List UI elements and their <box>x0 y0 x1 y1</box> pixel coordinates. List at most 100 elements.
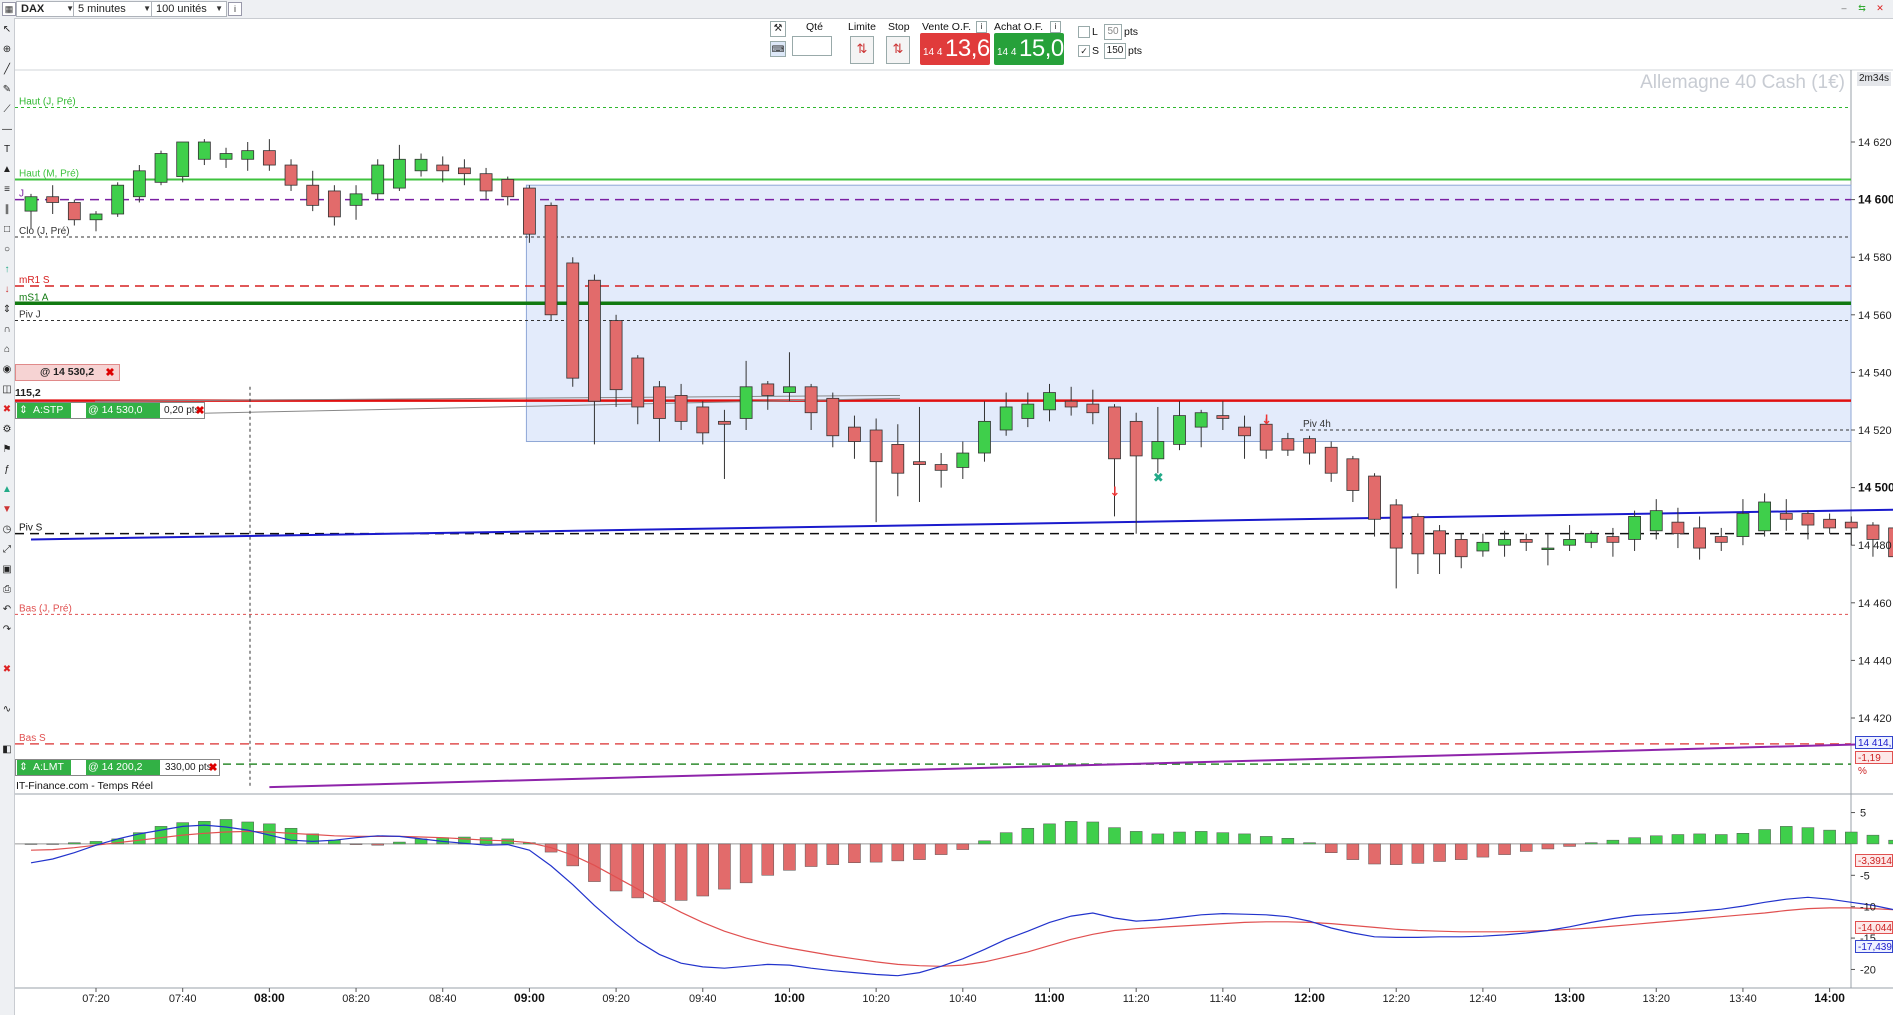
candle <box>327 185 341 226</box>
layers-icon[interactable]: ◫ <box>2 384 12 395</box>
candle <box>1649 499 1663 540</box>
line-tool-icon[interactable]: ╱ <box>3 64 11 75</box>
sell-button[interactable]: 14 4 13,6 <box>920 33 990 65</box>
arrow-down-icon[interactable]: ↓ <box>4 284 10 295</box>
candle <box>891 424 905 497</box>
text-tool-icon[interactable]: T <box>3 144 11 155</box>
candle <box>1563 525 1576 551</box>
macd-hist-bar <box>1194 831 1208 845</box>
grid-icon[interactable]: ▦ <box>2 2 16 16</box>
settings-icon[interactable]: ⚙ <box>2 424 12 435</box>
template-icon[interactable]: ◧ <box>2 744 12 755</box>
candle-body <box>1844 521 1858 529</box>
info-icon[interactable]: i <box>976 21 987 33</box>
candle-body <box>631 357 645 408</box>
eye-icon[interactable]: ◉ <box>2 364 12 375</box>
undo-icon[interactable]: ↶ <box>2 604 12 615</box>
clock-icon[interactable]: ◷ <box>2 524 12 535</box>
macd-hist-bar <box>1519 843 1533 852</box>
limit-order-button[interactable]: ⇅ <box>850 36 874 64</box>
limit-checkbox[interactable] <box>1078 26 1090 38</box>
candle <box>544 202 558 321</box>
delete-drawing-icon[interactable]: ✖ <box>2 404 12 415</box>
instrument-select[interactable]: DAX ▼ <box>16 1 78 17</box>
qty-input[interactable] <box>792 36 832 56</box>
buy-icon[interactable]: ▲ <box>2 484 12 495</box>
cursor-icon[interactable]: ↖ <box>2 24 12 35</box>
measure-tool-icon[interactable]: ⇕ <box>2 304 12 315</box>
macd-line-badge: -17,439 <box>1855 940 1893 953</box>
close-icon[interactable]: ✖ <box>208 762 218 774</box>
candle-body <box>1303 438 1316 454</box>
zoom-icon[interactable]: ⊕ <box>2 44 12 55</box>
macd-hist-bar <box>1324 843 1338 853</box>
channel-tool-icon[interactable]: ∥ <box>4 204 10 215</box>
close-icon[interactable]: ✖ <box>195 405 205 417</box>
magnet-icon[interactable]: ∩ <box>3 324 11 335</box>
drag-handle-icon[interactable]: ⇕ <box>19 761 28 773</box>
candle-body <box>588 279 601 402</box>
stop-checkbox[interactable]: ✓ <box>1078 45 1090 57</box>
candle <box>1476 533 1490 557</box>
macd-hist-bar <box>978 840 991 845</box>
fx-icon[interactable]: ƒ <box>4 464 10 475</box>
wrench-icon[interactable]: ⚒ <box>770 21 786 37</box>
rect-tool-icon[interactable]: □ <box>3 224 11 235</box>
candle-body <box>1476 541 1490 552</box>
chevron-down-icon: ▼ <box>66 4 74 13</box>
units-select[interactable]: 100 unités ▼ <box>151 1 227 17</box>
lock-icon[interactable]: ⌂ <box>3 344 11 355</box>
units-select-value: 100 unités <box>156 3 207 15</box>
brush-icon[interactable]: ▲ <box>2 164 12 175</box>
minimize-icon[interactable]: – <box>1841 3 1847 13</box>
hline-tool-icon[interactable]: ― <box>2 124 12 135</box>
stop-order-button[interactable]: ⇅ <box>886 36 910 64</box>
arrow-up-icon[interactable]: ↑ <box>4 264 10 275</box>
time-tick-label: 11:00 <box>1034 991 1064 1005</box>
limit-pts-input[interactable]: 50 <box>1104 24 1122 40</box>
print-icon[interactable]: ⎙ <box>3 584 11 595</box>
ray-tool-icon[interactable]: ⟋ <box>3 104 11 115</box>
screenshot-icon[interactable]: ▣ <box>2 564 12 575</box>
limit-order-tag[interactable]: A:LMT ⇕ @ 14 200,2 330,00 pts ✖ <box>15 759 220 776</box>
sell-icon[interactable]: ▼ <box>2 504 12 515</box>
fib-tool-icon[interactable]: ≡ <box>4 184 10 195</box>
close-icon[interactable]: ✕ <box>1876 3 1884 13</box>
candle-body <box>1433 530 1446 555</box>
candle <box>1129 412 1143 534</box>
stop-loss-tag[interactable]: @ 14 530,2 ✖ <box>15 364 120 381</box>
link-icon[interactable]: ⇆ <box>1858 3 1866 13</box>
timeframe-select[interactable]: 5 minutes ▼ <box>73 1 155 17</box>
price-tick-label: 14 620 <box>1858 137 1892 149</box>
pencil-icon[interactable]: ✎ <box>2 84 12 95</box>
ellipse-tool-icon[interactable]: ○ <box>3 244 11 255</box>
candle <box>24 193 38 229</box>
macd-hist-bar <box>1216 832 1230 845</box>
info-icon[interactable]: i <box>1050 21 1061 33</box>
fullscreen-icon[interactable]: ⤢ <box>3 544 11 555</box>
candle-body <box>46 196 60 203</box>
buy-button[interactable]: 14 4 15,0 <box>994 33 1064 65</box>
indicator-icon[interactable]: ∿ <box>2 704 12 715</box>
drag-handle-icon[interactable]: ⇕ <box>19 404 28 416</box>
macd-hist-bar <box>1498 843 1511 855</box>
time-tick-label: 07:20 <box>82 993 110 1005</box>
candle-body <box>1823 518 1837 529</box>
close-icon[interactable]: ✖ <box>105 367 115 379</box>
stop-order-tag[interactable]: A:STP ⇕ @ 14 530,0 0,20 pts ✖ <box>15 402 205 419</box>
price-tick-label: 14 580 <box>1858 252 1892 264</box>
stop-pts-input[interactable]: 150 <box>1104 43 1126 59</box>
alert-icon[interactable]: ⚑ <box>2 444 12 455</box>
macd-hist-bar <box>133 832 146 845</box>
macd-hist-bar <box>1715 834 1728 845</box>
keyboard-icon[interactable]: ⌨ <box>770 41 786 57</box>
info-icon[interactable]: i <box>228 2 242 16</box>
redo-icon[interactable]: ↷ <box>2 624 12 635</box>
candle-body <box>219 153 233 160</box>
candle <box>1693 516 1706 560</box>
candle <box>653 381 666 442</box>
candle <box>501 176 515 206</box>
macd-hist-bar <box>1433 843 1446 862</box>
remove-icon[interactable]: ✖ <box>2 664 12 675</box>
